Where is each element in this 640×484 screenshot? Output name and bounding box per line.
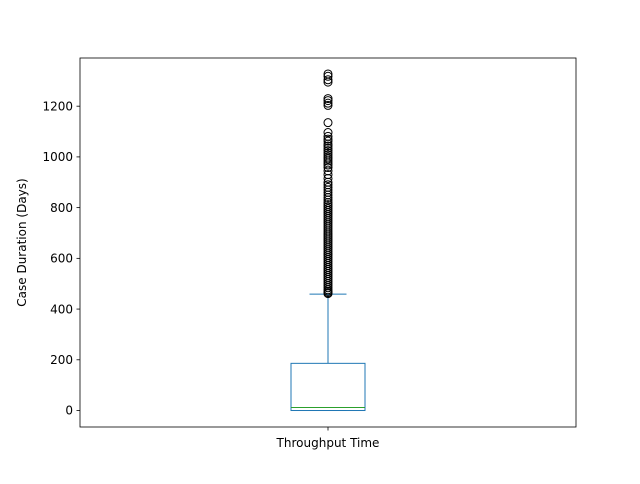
outlier-point — [323, 143, 333, 153]
outliers — [323, 69, 333, 299]
box — [290, 362, 366, 412]
y-tick-label: 0 — [65, 404, 73, 418]
outlier-point — [323, 160, 333, 170]
outlier-point — [323, 96, 333, 106]
y-axis-label: Case Duration (Days) — [15, 178, 29, 306]
y-axis: 0 200 400 600 800 1000 1200 — [42, 99, 80, 418]
outlier-point — [323, 98, 333, 108]
x-tick-label: Throughput Time — [276, 436, 380, 450]
outlier-point — [323, 173, 333, 183]
outlier-point — [323, 75, 333, 85]
outlier-point — [323, 195, 333, 205]
outlier-point — [323, 118, 333, 128]
x-axis: Throughput Time — [276, 427, 380, 450]
y-tick-label: 1000 — [42, 150, 73, 164]
outlier-point — [323, 71, 333, 81]
outlier-point — [323, 77, 333, 87]
y-tick-label: 1200 — [42, 99, 73, 113]
outlier-point — [323, 100, 333, 110]
outlier-point — [323, 128, 333, 138]
outlier-point — [323, 289, 333, 299]
outlier-point — [323, 163, 333, 173]
y-tick-label: 800 — [50, 201, 73, 215]
box-plot — [290, 293, 366, 412]
y-tick-label: 400 — [50, 302, 73, 316]
outlier-point — [323, 192, 333, 202]
y-tick-label: 200 — [50, 353, 73, 367]
outlier-point — [323, 141, 333, 151]
y-tick-label: 600 — [50, 252, 73, 266]
plot-area — [79, 57, 577, 428]
outlier-point — [323, 136, 333, 146]
